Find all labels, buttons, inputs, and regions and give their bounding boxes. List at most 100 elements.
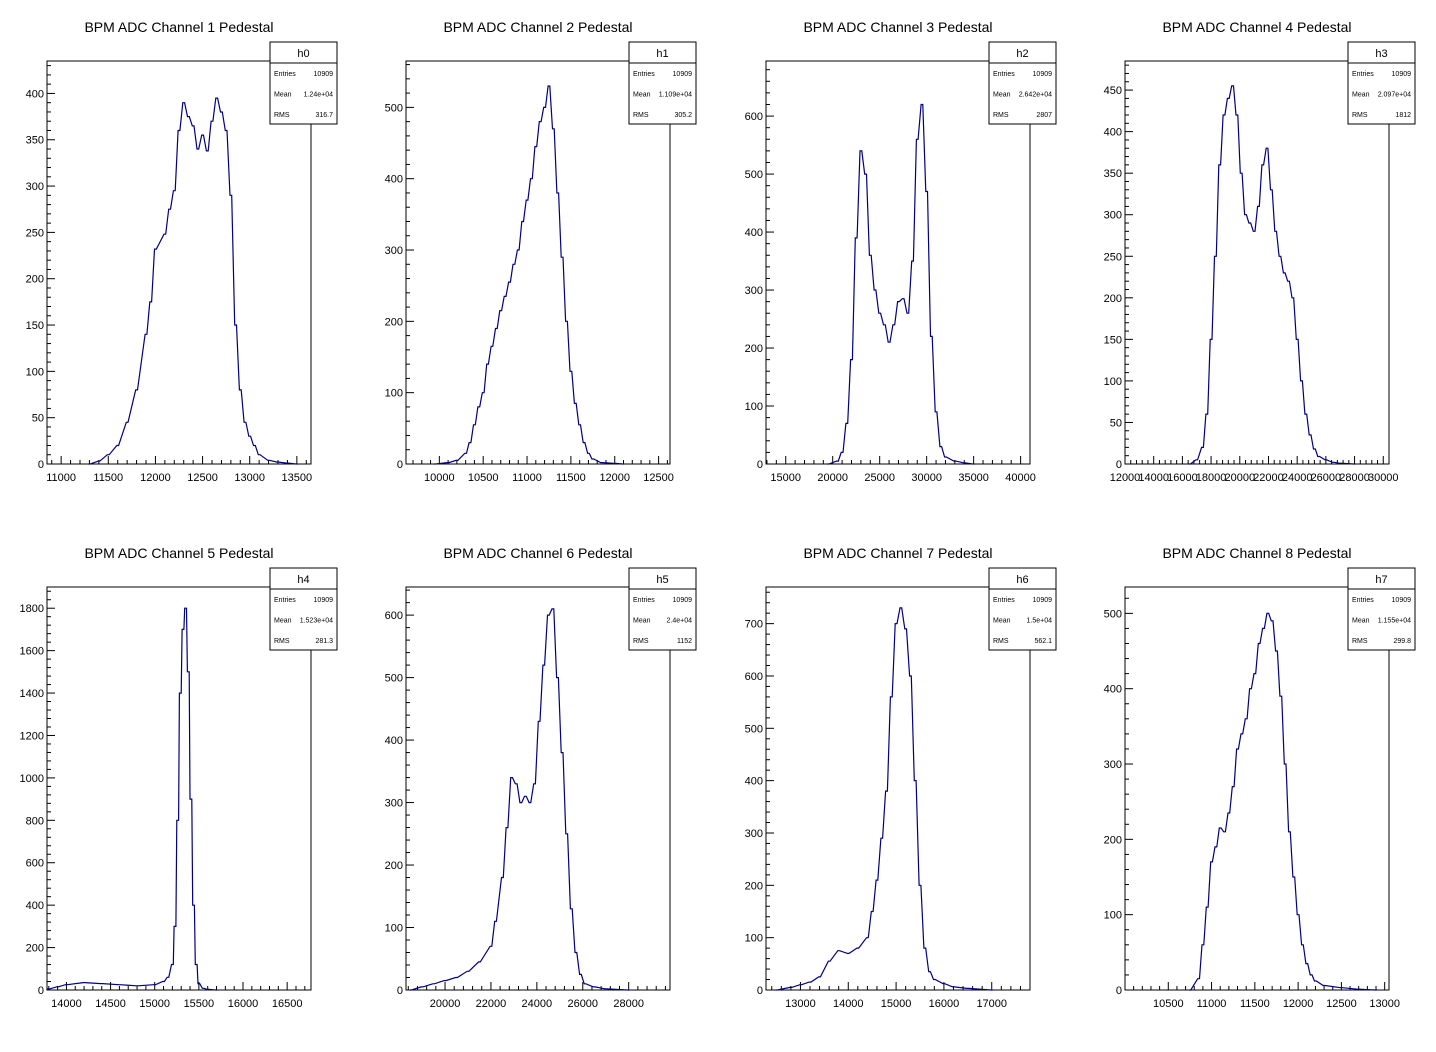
y-tick-label: 300 <box>1104 210 1122 222</box>
x-tick-label: 11000 <box>1197 998 1227 1010</box>
x-tick-label: 26000 <box>567 998 598 1010</box>
x-tick-label: 20000 <box>817 472 848 484</box>
stats-label-entries: Entries <box>633 71 655 78</box>
x-tick-label: 12000 <box>140 472 171 484</box>
x-tick-label: 30000 <box>911 472 942 484</box>
x-tick-label: 28000 <box>613 998 644 1010</box>
chart-title: BPM ADC Channel 5 Pedestal <box>84 545 273 561</box>
stats-name: h7 <box>1375 574 1387 586</box>
y-tick-label: 500 <box>385 673 403 685</box>
y-tick-label: 300 <box>385 798 403 810</box>
histogram-line <box>88 97 298 465</box>
stats-value-entries: 10909 <box>314 597 334 604</box>
stats-name: h5 <box>656 574 668 586</box>
plot-frame <box>765 586 1031 991</box>
stats-label-entries: Entries <box>993 597 1015 604</box>
histogram-panel: BPM ADC Channel 3 Pedestal 15000 20000 2500… <box>745 19 1057 484</box>
y-tick-label: 250 <box>26 227 44 239</box>
stats-label-rms: RMS <box>633 112 649 119</box>
stats-name: h6 <box>1016 574 1028 586</box>
histogram-panel: BPM ADC Channel 7 Pedestal 13000 14000 1500… <box>745 545 1057 1010</box>
x-tick-label: 13000 <box>785 998 816 1010</box>
x-tick-label: 10500 <box>1153 998 1184 1010</box>
x-tick-label: 15500 <box>184 998 215 1010</box>
stats-name: h2 <box>1016 48 1028 60</box>
histogram-line <box>1188 85 1356 465</box>
y-tick-label: 150 <box>1104 334 1122 346</box>
plot-frame <box>46 60 312 465</box>
histogram-line <box>47 607 218 991</box>
y-tick-label: 300 <box>745 285 763 297</box>
y-tick-label: 0 <box>397 459 403 471</box>
y-tick-label: 400 <box>745 776 763 788</box>
plot-frame <box>405 60 671 465</box>
stats-value-rms: 305.2 <box>674 112 692 119</box>
stats-value-entries: 10909 <box>1392 597 1412 604</box>
x-tick-label: 24000 <box>522 998 553 1010</box>
y-tick-label: 200 <box>1104 834 1122 846</box>
y-tick-label: 400 <box>1104 127 1122 139</box>
stats-value-entries: 10909 <box>1033 597 1053 604</box>
stats-name: h0 <box>297 48 309 60</box>
y-tick-label: 200 <box>745 880 763 892</box>
y-tick-label: 200 <box>385 316 403 328</box>
y-tick-label: 1600 <box>20 646 44 658</box>
stats-label-rms: RMS <box>1352 638 1368 645</box>
x-tick-label: 12500 <box>1326 998 1357 1010</box>
x-tick-label: 11000 <box>46 472 76 484</box>
stats-value-rms: 562.1 <box>1034 638 1052 645</box>
y-tick-label: 100 <box>385 923 403 935</box>
stats-label-entries: Entries <box>274 71 296 78</box>
x-tick-label: 15000 <box>770 472 801 484</box>
x-tick-label: 30000 <box>1368 472 1399 484</box>
x-tick-label: 12000 <box>599 472 630 484</box>
histogram-panel: BPM ADC Channel 4 Pedestal 12000140001600… <box>1104 19 1416 484</box>
y-tick-label: 200 <box>1104 293 1122 305</box>
y-tick-label: 0 <box>757 985 763 997</box>
x-tick-label: 25000 <box>864 472 895 484</box>
stats-value-rms: 1812 <box>1395 112 1411 119</box>
stats-box <box>988 567 1057 651</box>
stats-label-mean: Mean <box>274 92 292 99</box>
chart-title: BPM ADC Channel 8 Pedestal <box>1162 545 1351 561</box>
stats-label-mean: Mean <box>993 618 1011 625</box>
stats-box <box>1347 567 1416 651</box>
y-tick-label: 300 <box>26 181 44 193</box>
histogram-line <box>775 607 993 991</box>
x-tick-label: 18000 <box>1196 472 1227 484</box>
stats-value-mean: 1.155e+04 <box>1378 618 1411 625</box>
x-tick-label: 11500 <box>1240 998 1270 1010</box>
stats-value-mean: 2.4e+04 <box>667 618 693 625</box>
stats-value-mean: 1.523e+04 <box>300 618 333 625</box>
stats-value-entries: 10909 <box>673 597 693 604</box>
stats-box <box>269 41 338 125</box>
y-tick-label: 1800 <box>20 603 44 615</box>
y-tick-label: 800 <box>26 815 44 827</box>
x-tick-label: 11000 <box>512 472 542 484</box>
stats-value-mean: 2.097e+04 <box>1378 92 1411 99</box>
histogram-line <box>827 103 975 465</box>
stats-value-rms: 316.7 <box>315 112 333 119</box>
x-tick-label: 28000 <box>1339 472 1370 484</box>
y-tick-label: 400 <box>385 174 403 186</box>
y-tick-label: 0 <box>1116 459 1122 471</box>
y-tick-label: 500 <box>385 102 403 114</box>
x-tick-label: 22000 <box>476 998 507 1010</box>
histogram-panel: BPM ADC Channel 2 Pedestal 10000 10500 1100… <box>385 19 697 484</box>
stats-label-entries: Entries <box>633 597 655 604</box>
plot-frame <box>405 586 671 991</box>
y-tick-label: 350 <box>26 135 44 147</box>
y-tick-label: 200 <box>26 274 44 286</box>
chart-title: BPM ADC Channel 2 Pedestal <box>443 19 632 35</box>
stats-value-mean: 1.24e+04 <box>304 92 333 99</box>
x-tick-label: 24000 <box>1282 472 1313 484</box>
stats-value-entries: 10909 <box>1392 71 1412 78</box>
x-tick-label: 11500 <box>93 472 123 484</box>
stats-label-entries: Entries <box>993 71 1015 78</box>
y-tick-label: 100 <box>745 401 763 413</box>
y-tick-label: 1400 <box>20 688 44 700</box>
stats-box <box>628 567 697 651</box>
x-tick-label: 26000 <box>1311 472 1342 484</box>
